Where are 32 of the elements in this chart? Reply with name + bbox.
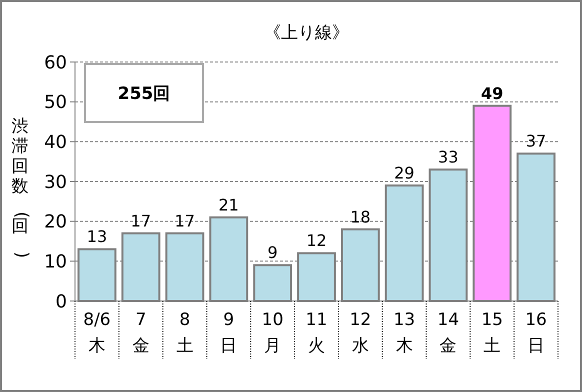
chart-title: 《上り線》 <box>264 23 349 43</box>
data-label: 49 <box>481 84 504 103</box>
y-tick-label: 20 <box>44 212 67 233</box>
x-tick-label: 8 土 <box>176 310 194 356</box>
y-tick-label: 60 <box>44 52 67 74</box>
x-tick-label: 14 金 <box>437 310 460 356</box>
x-tick-label: 12 水 <box>350 310 372 356</box>
data-label: 18 <box>350 207 371 226</box>
y-axis-title: 渋滞回数(回) <box>12 116 32 258</box>
data-label: 17 <box>174 211 195 230</box>
data-label: 12 <box>306 231 327 250</box>
x-tick-label: 16 日 <box>525 310 547 356</box>
y-tick-label: 40 <box>44 132 67 153</box>
data-label: 17 <box>130 211 152 230</box>
y-tick-label: 30 <box>44 172 67 193</box>
data-label: 21 <box>218 195 239 214</box>
x-tick-label: 15 土 <box>481 310 503 356</box>
y-tick-label: 0 <box>56 291 67 312</box>
data-label: 13 <box>86 227 108 246</box>
x-tick-label: 11 火 <box>306 310 328 356</box>
annotation: 255回 <box>118 84 170 104</box>
x-tick-label: 8/6 木 <box>83 310 111 356</box>
x-tick-label: 13 木 <box>394 310 416 356</box>
data-label: 29 <box>394 163 414 182</box>
x-tick-label: 9 日 <box>220 310 238 356</box>
data-label: 33 <box>438 148 458 167</box>
x-tick-label: 10 月 <box>262 310 284 356</box>
y-tick-label: 50 <box>44 92 67 114</box>
y-tick-label: 10 <box>44 251 67 272</box>
data-label: 37 <box>526 132 546 151</box>
data-label: 9 <box>267 243 278 262</box>
x-tick-label: 7 金 <box>132 310 150 356</box>
